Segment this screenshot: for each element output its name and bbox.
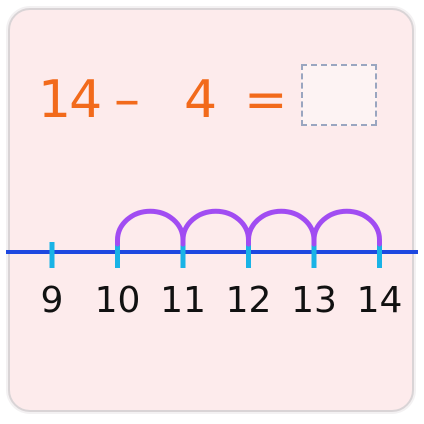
jump-arc-4 <box>115 208 186 247</box>
subtrahend: 4 <box>184 70 217 130</box>
jump-arcs <box>115 208 382 247</box>
tick-label-12: 12 <box>226 280 272 321</box>
answer-input-box[interactable] <box>301 64 377 126</box>
tick-labels: 9 10 11 12 13 14 <box>41 280 403 321</box>
jump-arc-2 <box>246 208 317 247</box>
jump-arc-1 <box>311 208 382 247</box>
jump-arc-3 <box>180 208 251 247</box>
equation: 14 – 4 = <box>10 10 412 150</box>
tick-label-9: 9 <box>41 280 64 321</box>
tick-label-10: 10 <box>95 280 141 321</box>
tick-label-13: 13 <box>291 280 337 321</box>
tick-label-11: 11 <box>160 280 206 321</box>
tick-marks <box>49 242 382 268</box>
minus-sign: – <box>114 70 140 130</box>
tick-label-14: 14 <box>357 280 403 321</box>
minuend: 14 <box>38 70 102 130</box>
equals-sign: = <box>244 70 288 130</box>
